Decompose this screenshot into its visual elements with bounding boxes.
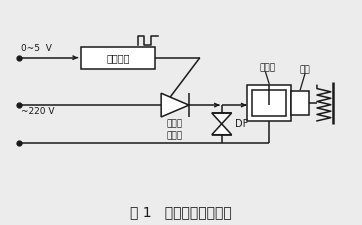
Bar — [291, 91, 309, 115]
Text: 触发电路: 触发电路 — [106, 53, 130, 63]
Polygon shape — [212, 124, 232, 135]
Text: 图 1   电振机控制原理图: 图 1 电振机控制原理图 — [130, 205, 232, 219]
Polygon shape — [212, 113, 232, 124]
Text: 0~5  V: 0~5 V — [21, 44, 52, 53]
Bar — [252, 90, 286, 116]
Text: 可控硅
晶闸管: 可控硅 晶闸管 — [167, 120, 183, 140]
Bar — [248, 85, 291, 121]
Text: 电磁铁: 电磁铁 — [259, 63, 275, 72]
Bar — [81, 47, 155, 69]
Polygon shape — [161, 93, 189, 117]
Text: ~220 V: ~220 V — [21, 107, 55, 116]
Text: DF: DF — [235, 119, 248, 129]
Text: 衔铁: 衔铁 — [300, 65, 311, 74]
